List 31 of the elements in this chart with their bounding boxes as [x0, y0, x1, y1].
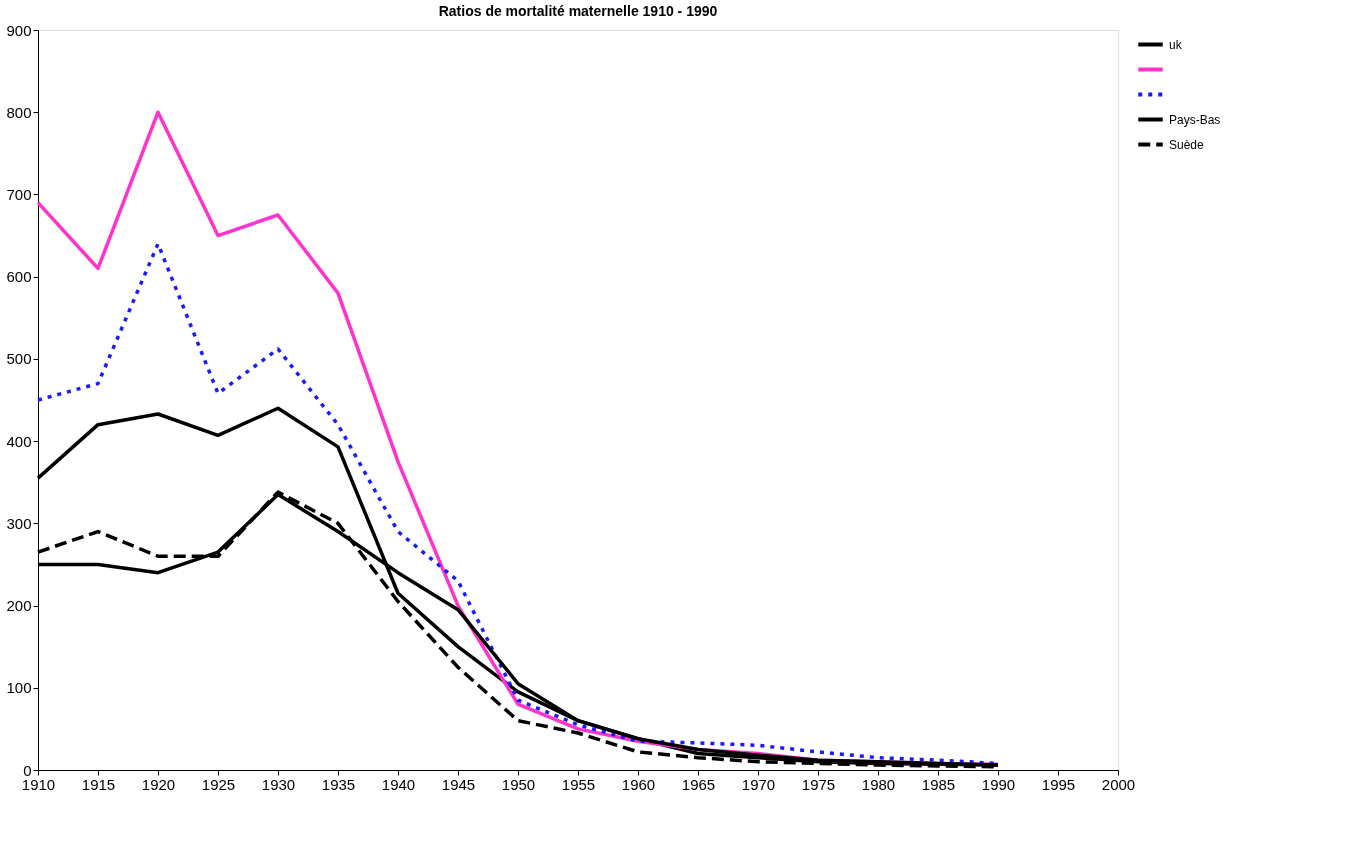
x-tick-label: 1955	[561, 775, 596, 793]
x-tick-label: 1980	[861, 775, 896, 793]
x-tick-label: 1965	[681, 775, 716, 793]
legend-label: uk	[1169, 37, 1183, 52]
y-tick-label: 200	[6, 597, 32, 615]
x-tick-label: 1950	[501, 775, 536, 793]
y-tick-label: 900	[6, 21, 32, 39]
x-tick-label: 1960	[621, 775, 656, 793]
y-tick-label: 300	[6, 514, 32, 532]
x-tick-label: 1940	[381, 775, 416, 793]
x-tick-label: 1930	[261, 775, 296, 793]
y-tick-label: 700	[6, 185, 32, 203]
y-tick-label: 100	[6, 679, 32, 697]
x-tick-label: 2000	[1101, 775, 1136, 793]
legend-label: Pays-Bas	[1169, 112, 1221, 127]
x-tick-label: 1945	[441, 775, 476, 793]
y-tick-label: 400	[6, 432, 32, 450]
chart-title: Ratios de mortalité maternelle 1910 - 1990	[438, 3, 718, 19]
x-tick-label: 1995	[1041, 775, 1076, 793]
x-tick-label: 1970	[741, 775, 776, 793]
x-tick-label: 1920	[141, 775, 176, 793]
x-tick-label: 1935	[321, 775, 356, 793]
x-tick-label: 1915	[81, 775, 116, 793]
x-tick-label: 1985	[921, 775, 956, 793]
legend-label: Suède	[1169, 137, 1205, 152]
x-tick-label: 1925	[201, 775, 236, 793]
x-tick-label: 1990	[981, 775, 1016, 793]
y-tick-label: 500	[6, 350, 32, 368]
y-tick-label: 600	[6, 268, 32, 286]
y-tick-label: 800	[6, 103, 32, 121]
x-tick-label: 1975	[801, 775, 836, 793]
